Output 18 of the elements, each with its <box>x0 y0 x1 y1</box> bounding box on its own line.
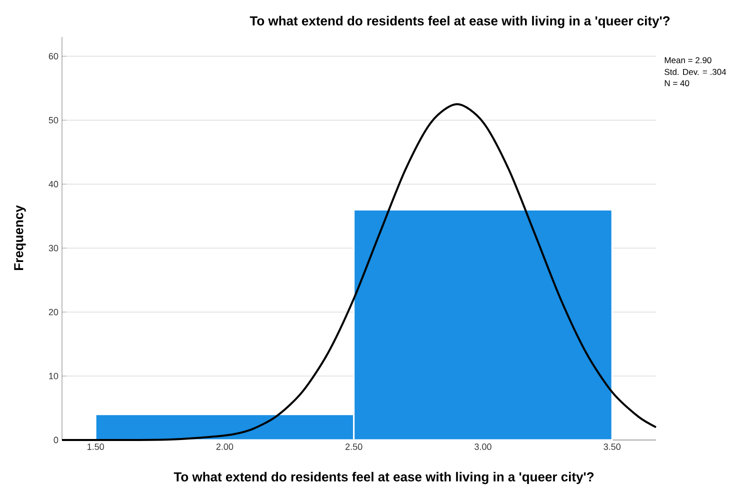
x-tick-label: 2.50 <box>346 444 362 450</box>
x-tick-label: 1.50 <box>88 444 104 450</box>
y-axis-title: Frequency <box>14 205 26 270</box>
text: N = 40 <box>664 80 690 86</box>
x-tick-label: 3.50 <box>604 444 621 450</box>
y-tick-label: 10 <box>49 372 58 380</box>
x-tick-label: 2.00 <box>216 444 234 450</box>
chart-title: To what extend do residents feel at ease with living in a 'queer city'? <box>250 16 670 28</box>
text: Std. Dev. = .304 <box>664 68 726 75</box>
y-tick-label: 0 <box>54 436 58 444</box>
y-tick-label: 50 <box>48 116 58 124</box>
y-tick-label: 20 <box>48 308 58 316</box>
y-tick-label: 60 <box>48 53 58 60</box>
text: Mean = 2.90 <box>664 57 712 64</box>
x-axis-title: To what extend do residents feel at ease with living in a 'queer city'? <box>174 472 594 484</box>
x-tick-label: 3.00 <box>474 444 492 450</box>
y-tick-label: 30 <box>48 244 58 252</box>
y-tick-label: 40 <box>48 180 58 188</box>
